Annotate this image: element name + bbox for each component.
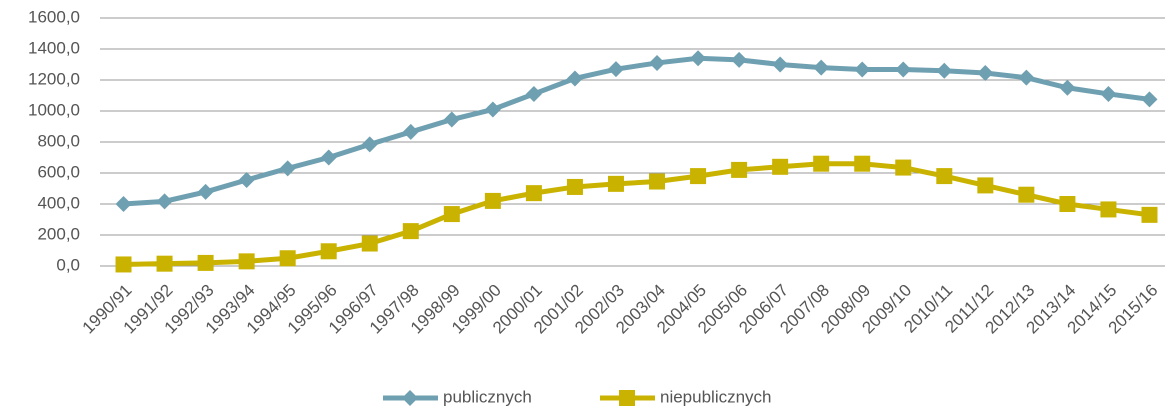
data-point — [731, 161, 748, 178]
y-tick-label: 1400,0 — [28, 38, 80, 57]
data-point — [1141, 91, 1158, 108]
data-point — [854, 155, 871, 172]
data-point — [402, 223, 419, 240]
data-point — [525, 185, 542, 202]
data-point — [320, 149, 337, 166]
y-tick-label: 1000,0 — [28, 100, 80, 119]
data-point — [607, 61, 624, 78]
data-point — [690, 50, 707, 67]
data-point — [690, 168, 707, 185]
data-point — [895, 159, 912, 176]
data-point — [279, 250, 296, 267]
legend-item: publicznych — [383, 387, 532, 406]
series-line — [123, 161, 1150, 267]
y-tick-label: 0,0 — [56, 255, 80, 274]
data-point — [115, 256, 132, 273]
data-point — [238, 171, 255, 188]
data-point — [813, 155, 830, 172]
data-point — [238, 253, 255, 270]
data-point — [895, 61, 912, 78]
data-point — [197, 254, 214, 271]
data-point — [772, 56, 789, 73]
data-point — [443, 206, 460, 223]
data-point — [566, 70, 583, 87]
data-point — [1018, 69, 1035, 86]
data-point — [156, 255, 173, 272]
y-tick-label: 1600,0 — [28, 7, 80, 26]
data-point — [320, 243, 337, 260]
data-point — [1100, 85, 1117, 102]
data-point — [566, 178, 583, 195]
data-point — [484, 192, 501, 209]
data-point — [361, 136, 378, 153]
data-point — [772, 158, 789, 175]
data-point — [649, 173, 666, 190]
data-point — [484, 101, 501, 118]
legend-marker — [619, 390, 635, 406]
legend-item: niepublicznych — [600, 387, 772, 406]
data-point — [1018, 186, 1035, 203]
data-point — [279, 160, 296, 177]
data-point — [813, 59, 830, 76]
data-point — [936, 62, 953, 79]
y-tick-label: 400,0 — [37, 193, 80, 212]
data-point — [525, 85, 542, 102]
data-point — [443, 111, 460, 128]
data-point — [936, 168, 953, 185]
data-point — [649, 54, 666, 71]
data-point — [197, 183, 214, 200]
data-point — [1100, 201, 1117, 218]
data-point — [731, 51, 748, 68]
data-point — [977, 65, 994, 82]
data-point — [115, 196, 132, 212]
data-point — [977, 177, 994, 194]
data-point — [1141, 206, 1158, 223]
y-tick-label: 200,0 — [37, 224, 80, 243]
legend-marker — [402, 390, 418, 406]
data-point — [607, 175, 624, 192]
y-tick-label: 800,0 — [37, 131, 80, 150]
y-tick-label: 1200,0 — [28, 69, 80, 88]
data-point — [402, 123, 419, 140]
data-point — [1059, 196, 1076, 212]
y-tick-label: 600,0 — [37, 162, 80, 181]
legend-label: publicznych — [443, 387, 532, 406]
legend-label: niepublicznych — [660, 387, 772, 406]
data-point — [854, 61, 871, 78]
data-point — [361, 235, 378, 252]
data-point — [156, 193, 173, 210]
data-point — [1059, 79, 1076, 96]
